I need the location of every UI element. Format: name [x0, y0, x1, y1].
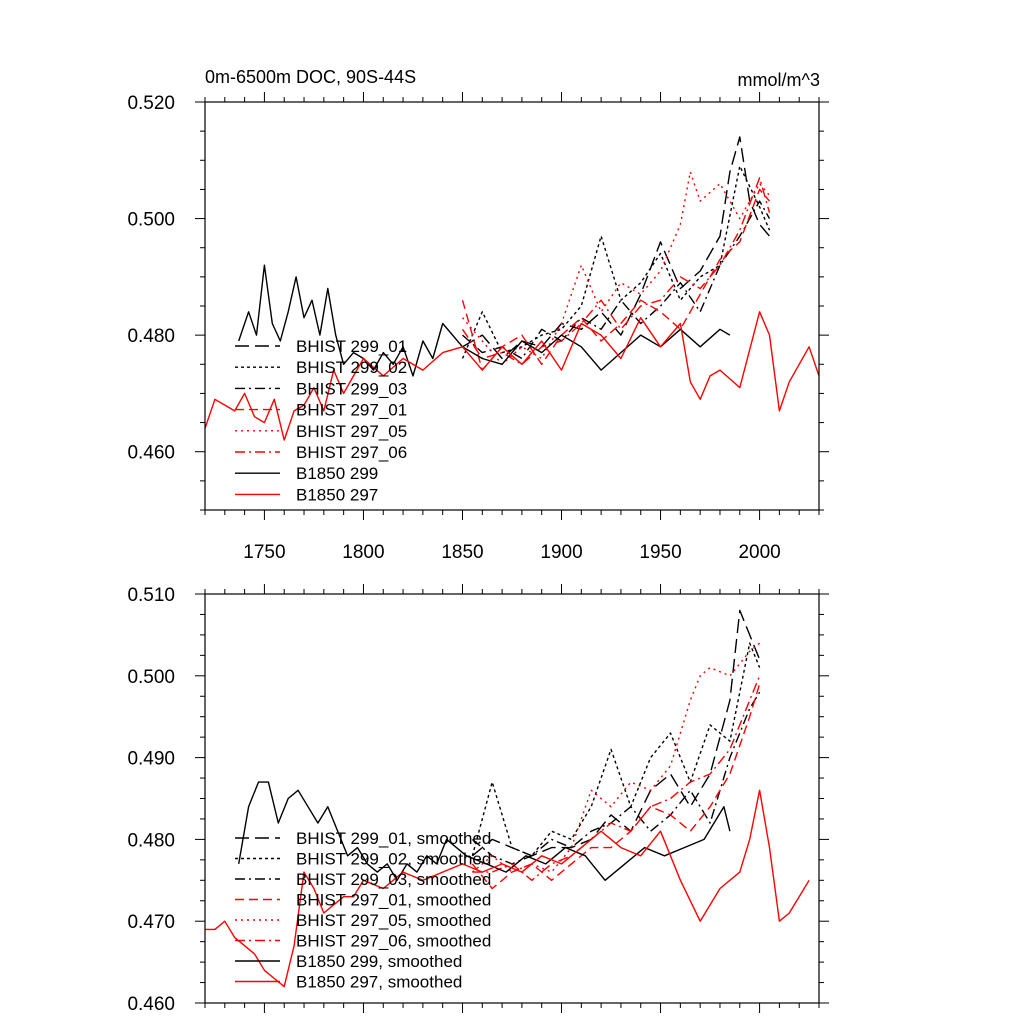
legend-label-5: BHIST 297_06 [296, 443, 407, 462]
y-tick-label: 0.460 [127, 994, 175, 1015]
series-line-3 [471, 683, 761, 890]
legend-label-7: B1850 297 [296, 485, 378, 504]
legend-label-1: BHIST 299_02 [296, 358, 407, 377]
legend-label-2: BHIST 299_03, smoothed [296, 870, 491, 889]
series-line-6 [238, 264, 731, 377]
y-tick-label: 0.480 [127, 326, 175, 347]
legend-label-4: BHIST 297_05 [296, 422, 407, 441]
legend-label-1: BHIST 299_02, smoothed [296, 850, 491, 869]
legend: BHIST 299_01 BHIST 299_02 BHIST 299_03 BHIS… [235, 337, 407, 504]
legend-label-5: BHIST 297_06, smoothed [296, 932, 491, 951]
series-layer [205, 609, 810, 988]
bottom-panel: BHIST 299_01, smoothed BHIST 299_02, smoo… [127, 584, 829, 1015]
series-line-4 [471, 642, 761, 873]
series-line-2 [471, 691, 761, 865]
legend-label-3: BHIST 297_01, smoothed [296, 891, 491, 910]
axes: 0.460 0.470 0.480 0.490 0.500 0.510 [127, 584, 829, 1015]
legend-label-7: B1850 297, smoothed [296, 973, 462, 992]
legend-label-0: BHIST 299_01, smoothed [296, 829, 491, 848]
y-tick-label: 0.460 [127, 443, 175, 464]
legend-label-2: BHIST 299_03 [296, 379, 407, 398]
y-tick-label: 0.470 [127, 912, 175, 933]
chart-title: 0m-6500m DOC, 90S-44S [205, 67, 416, 87]
axes: 1750 1800 1850 1900 1950 2000 0.460 0.480 0.500 0… [127, 92, 829, 563]
series-line-2 [462, 200, 771, 360]
y-tick-label: 0.480 [127, 830, 175, 851]
top-panel: 0m-6500m DOC, 90S-44S mmol/m^3 BHIST 299… [127, 67, 829, 563]
series-line-4 [461, 171, 771, 365]
series-line-7 [205, 789, 810, 988]
x-tick-label: 1900 [540, 542, 582, 563]
series-layer [205, 136, 819, 441]
y-tick-label: 0.500 [127, 210, 175, 231]
series-line-5 [461, 177, 771, 365]
x-tick-label: 1850 [441, 542, 483, 563]
series-line-6 [238, 781, 731, 881]
legend-label-6: B1850 299, smoothed [296, 952, 462, 971]
y-tick-label: 0.500 [127, 667, 175, 688]
legend: BHIST 299_01, smoothed BHIST 299_02, smoo… [235, 829, 491, 992]
legend-label-3: BHIST 297_01 [296, 401, 407, 420]
y-tick-label: 0.520 [127, 93, 175, 114]
series-line-0 [462, 136, 771, 360]
series-line-1 [471, 642, 761, 857]
x-tick-label: 2000 [738, 542, 780, 563]
legend-label-0: BHIST 299_01 [296, 337, 407, 356]
series-line-7 [205, 311, 819, 441]
legend-label-6: B1850 299 [296, 464, 378, 483]
x-tick-label: 1750 [243, 542, 285, 563]
y-tick-label: 0.490 [127, 749, 175, 770]
x-tick-label: 1800 [342, 542, 384, 563]
legend-label-4: BHIST 297_05, smoothed [296, 911, 491, 930]
chart-units: mmol/m^3 [738, 70, 820, 90]
y-tick-label: 0.510 [127, 585, 175, 606]
x-tick-label: 1950 [639, 542, 681, 563]
